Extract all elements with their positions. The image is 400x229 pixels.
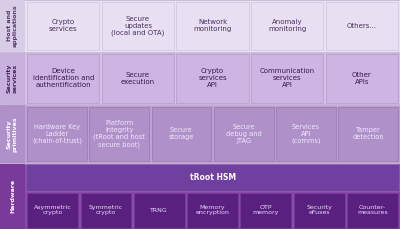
Bar bbox=[251, 54, 323, 103]
Bar bbox=[214, 107, 274, 161]
Text: Security
eFuses: Security eFuses bbox=[306, 205, 332, 215]
Bar bbox=[0, 164, 25, 229]
Text: OTP
memory: OTP memory bbox=[253, 205, 279, 215]
Text: Hardware Key
Ladder
(chain-of-trust): Hardware Key Ladder (chain-of-trust) bbox=[32, 124, 82, 144]
Text: Hardware: Hardware bbox=[10, 179, 15, 213]
Text: Services
API
(comms): Services API (comms) bbox=[291, 124, 321, 144]
Text: Host and
applications: Host and applications bbox=[7, 4, 18, 47]
Bar bbox=[326, 54, 398, 103]
Text: TRNG: TRNG bbox=[150, 207, 168, 213]
Bar bbox=[26, 164, 399, 191]
Text: Anomaly
monitoring: Anomaly monitoring bbox=[268, 19, 306, 32]
Bar bbox=[102, 2, 174, 50]
Bar bbox=[347, 193, 398, 228]
Text: Device
identification and
authentification: Device identification and authentificati… bbox=[33, 68, 94, 88]
Bar bbox=[187, 193, 238, 228]
Text: Communication
services
API: Communication services API bbox=[260, 68, 315, 88]
Bar bbox=[27, 54, 100, 103]
Bar bbox=[326, 2, 398, 50]
Text: Counter-
measures: Counter- measures bbox=[357, 205, 388, 215]
Bar bbox=[134, 193, 185, 228]
Text: Security
primitives: Security primitives bbox=[7, 116, 18, 152]
Bar bbox=[176, 54, 249, 103]
Bar bbox=[338, 107, 398, 161]
Text: Tamper
detection: Tamper detection bbox=[352, 128, 384, 140]
Bar bbox=[27, 107, 87, 161]
Bar bbox=[90, 107, 149, 161]
Text: Network
monitoring: Network monitoring bbox=[194, 19, 232, 32]
Bar bbox=[276, 107, 336, 161]
Bar bbox=[294, 193, 345, 228]
Text: Secure
execution: Secure execution bbox=[121, 72, 155, 85]
Bar bbox=[27, 193, 78, 228]
Bar bbox=[251, 2, 323, 50]
Text: Memory
encryption: Memory encryption bbox=[196, 205, 230, 215]
Text: Symmetric
crypto: Symmetric crypto bbox=[89, 205, 123, 215]
Bar bbox=[240, 193, 291, 228]
Bar bbox=[102, 54, 174, 103]
Bar bbox=[0, 53, 400, 104]
Bar bbox=[152, 107, 211, 161]
Text: Asymmetric
crypto: Asymmetric crypto bbox=[34, 205, 72, 215]
Text: Secure
debug and
JTAG: Secure debug and JTAG bbox=[226, 124, 262, 144]
Text: Secure
storage: Secure storage bbox=[169, 128, 194, 140]
Bar bbox=[0, 53, 25, 104]
Bar bbox=[0, 164, 400, 229]
Text: Others...: Others... bbox=[347, 23, 377, 29]
Text: Secure
updates
(local and OTA): Secure updates (local and OTA) bbox=[111, 16, 165, 36]
Bar bbox=[0, 0, 400, 52]
Text: Platform
integrity
(tRoot and host
secure boot): Platform integrity (tRoot and host secur… bbox=[93, 120, 145, 148]
Text: Other
APIs: Other APIs bbox=[352, 72, 372, 85]
Bar bbox=[80, 193, 132, 228]
Bar bbox=[27, 2, 100, 50]
Bar bbox=[0, 0, 25, 52]
Bar bbox=[0, 105, 25, 163]
Text: tRoot HSM: tRoot HSM bbox=[190, 173, 236, 182]
Bar bbox=[176, 2, 249, 50]
Text: Crypto
services
API: Crypto services API bbox=[198, 68, 227, 88]
Bar bbox=[0, 105, 400, 163]
Text: Security
services: Security services bbox=[7, 64, 18, 93]
Text: Crypto
services: Crypto services bbox=[49, 19, 78, 32]
